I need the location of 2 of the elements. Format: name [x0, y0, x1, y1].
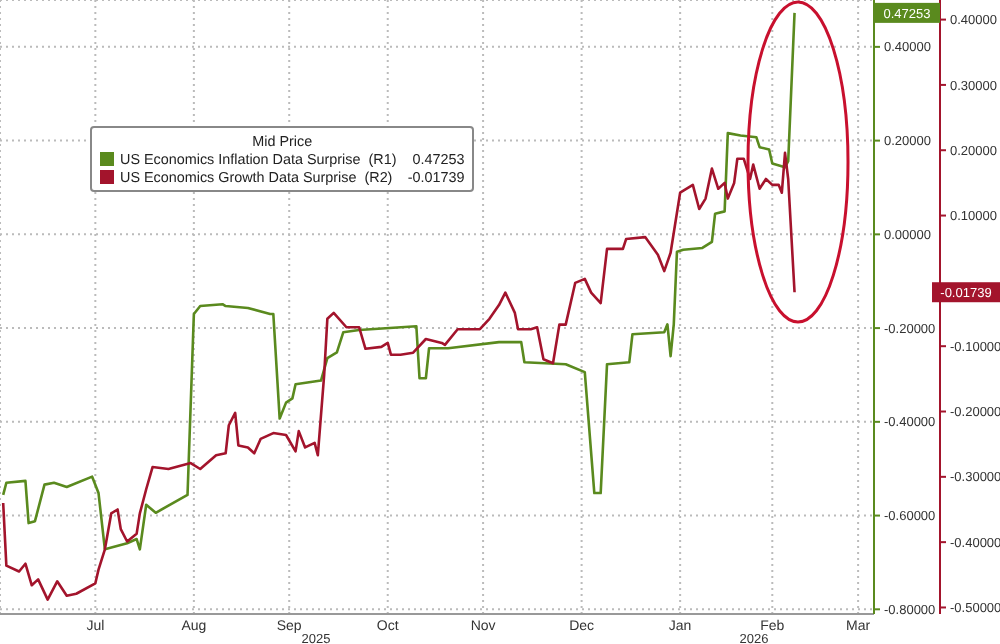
- line-series: [1, 11, 796, 551]
- line-series: [1, 151, 796, 601]
